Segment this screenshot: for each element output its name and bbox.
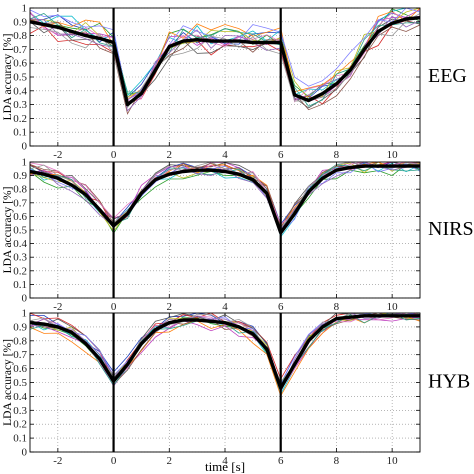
y-tick-label: 1 <box>22 308 28 320</box>
y-tick-label: 0.7 <box>13 44 27 56</box>
y-tick-label: 0.8 <box>13 184 27 196</box>
x-tick-label: 4 <box>222 149 228 161</box>
x-tick-label: 10 <box>387 455 399 467</box>
x-tick-label: 0 <box>111 455 117 467</box>
panel-side-label: EEG <box>428 65 467 87</box>
y-tick-label: 0.9 <box>13 170 27 182</box>
x-tick-label: 6 <box>278 149 284 161</box>
y-tick-label: 0.8 <box>13 335 27 347</box>
y-tick-label: 0.3 <box>13 99 27 111</box>
subject-line <box>30 8 420 100</box>
mean-line <box>30 16 420 107</box>
y-tick-label: 0 <box>22 141 28 153</box>
mean-line <box>30 164 420 235</box>
y-tick-label: 1 <box>22 157 28 169</box>
y-tick-label: 0 <box>22 447 28 459</box>
x-tick-label: 6 <box>278 301 284 313</box>
x-tick-label: 8 <box>334 149 340 161</box>
y-tick-label: 0.1 <box>13 433 27 445</box>
x-tick-label: 4 <box>222 301 228 313</box>
panel-eeg: 0 0.1 0.2 0.3 0.40.5 0.6 0.7 0.8 0.91 -2 0 2 4 6 8 10 LD… <box>2 3 467 162</box>
y-tick-label: 0.9 <box>13 16 27 28</box>
y-tick-label: 1 <box>22 3 28 15</box>
y-tick-label: 0.7 <box>13 349 27 361</box>
y-axis-label: LDA accuracy [%] <box>2 34 14 121</box>
x-tick-label: 8 <box>334 301 340 313</box>
y-tick-label: 0.8 <box>13 30 27 42</box>
y-tick-label: 0.3 <box>13 252 27 264</box>
y-tick-label: 0.4 <box>13 238 27 250</box>
y-tick-label: 0.2 <box>13 265 27 277</box>
panel-side-label: NIRS <box>428 218 474 240</box>
y-tick-label: 0.7 <box>13 197 27 209</box>
y-axis-label: LDA accuracy [%] <box>2 339 14 426</box>
x-tick-label: 4 <box>222 455 228 467</box>
y-tick-label: 0 <box>22 293 28 305</box>
y-tick-label: 0.4 <box>13 85 27 97</box>
y-tick-label: 0.6 <box>13 211 27 223</box>
y-axis-label: LDA accuracy [%] <box>2 187 14 274</box>
y-tick-label: 0.9 <box>13 321 27 333</box>
panel-side-label: HYB <box>428 371 470 393</box>
x-tick-label: 6 <box>278 455 284 467</box>
x-tick-label: 0 <box>111 149 117 161</box>
x-tick-label: -2 <box>53 455 62 467</box>
panel-nirs: 0 0.1 0.20.3 0.40.5 0.6 0.70.8 0.91 -2 0 2 4 6 8 10 LD… <box>2 157 474 314</box>
x-tick-label: -2 <box>53 301 62 313</box>
y-tick-label: 0.1 <box>13 279 27 291</box>
x-tick-label: -2 <box>53 149 62 161</box>
x-tick-label: 10 <box>387 149 399 161</box>
x-tick-label: 8 <box>334 455 340 467</box>
y-tick-label: 0.6 <box>13 58 27 70</box>
y-tick-label: 0.3 <box>13 405 27 417</box>
x-tick-label: 10 <box>387 301 399 313</box>
subject-lines <box>30 313 420 397</box>
y-tick-label: 0.6 <box>13 363 27 375</box>
y-tick-label: 0.2 <box>13 419 27 431</box>
y-tick-label: 0.5 <box>13 377 27 389</box>
panel-hyb: 0 0.1 0.2 0.3 0.4 0.5 0.6 0.7 0.8 0.91 -2 0 2 4 6 8 10 LD… <box>2 308 470 474</box>
y-tick-label: 0.4 <box>13 391 27 403</box>
x-tick-label: 0 <box>111 301 117 313</box>
x-tick-label: 2 <box>167 301 173 313</box>
x-tick-label: 2 <box>167 149 173 161</box>
y-tick-label: 0.1 <box>13 127 27 139</box>
subject-line <box>30 313 420 394</box>
y-tick-label: 0.2 <box>13 113 27 125</box>
x-axis-label: time [s] <box>205 459 245 474</box>
subject-line <box>30 315 420 397</box>
mean-line <box>30 314 420 390</box>
x-tick-label: 2 <box>167 455 173 467</box>
y-tick-label: 0.5 <box>13 72 27 84</box>
y-tick-label: 0.5 <box>13 225 27 237</box>
